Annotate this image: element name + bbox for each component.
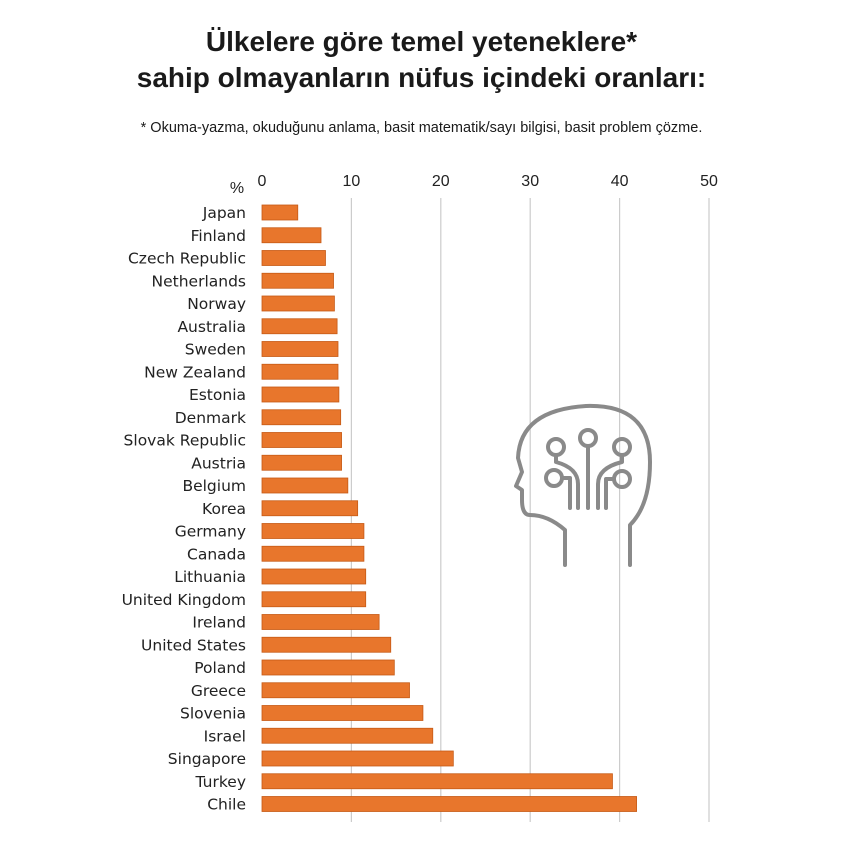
bar — [261, 773, 613, 790]
bar — [261, 250, 326, 266]
category-label: Turkey — [195, 773, 246, 791]
circuit-line — [554, 453, 580, 510]
category-label: Belgium — [182, 477, 246, 495]
unit-label: % — [230, 180, 244, 197]
bar — [261, 272, 334, 289]
x-tick-label: 0 — [258, 173, 267, 190]
category-label: Sweden — [185, 341, 246, 359]
circuit-line — [560, 476, 572, 510]
bar — [261, 386, 340, 403]
circuit-node — [612, 437, 632, 457]
category-label: Australia — [177, 318, 246, 336]
category-label: Lithuania — [174, 568, 246, 586]
category-label: Netherlands — [152, 272, 246, 290]
circuit-node — [546, 437, 566, 457]
head-outline — [514, 403, 652, 567]
x-tick-label: 10 — [343, 173, 361, 190]
category-label: United States — [141, 636, 246, 654]
bar — [261, 636, 392, 653]
bar — [261, 568, 367, 585]
category-label: Singapore — [168, 750, 246, 768]
category-label: Poland — [194, 659, 246, 677]
x-tick-label: 30 — [521, 173, 539, 190]
category-label: Israel — [204, 727, 246, 745]
category-label: Austria — [191, 454, 246, 472]
x-tick-label: 20 — [432, 173, 450, 190]
bar — [261, 682, 410, 699]
bars — [261, 204, 637, 812]
category-label: Denmark — [175, 409, 246, 427]
circuit-line — [596, 453, 624, 510]
bar — [261, 591, 367, 608]
bar — [261, 750, 454, 767]
bar — [261, 409, 342, 426]
category-label: Korea — [202, 500, 246, 518]
category-label: Estonia — [189, 386, 246, 404]
chart-title: Ülkelere göre temel yeteneklere* sahip o… — [0, 24, 843, 96]
head-circuit-icon — [514, 403, 652, 567]
x-tick-label: 40 — [611, 173, 629, 190]
category-label: Czech Republic — [128, 250, 246, 268]
category-label: New Zealand — [144, 363, 246, 381]
bar — [261, 500, 359, 517]
bar — [261, 659, 395, 676]
bar — [261, 204, 299, 221]
circuit-line — [604, 477, 616, 510]
bar — [261, 341, 339, 357]
bar — [261, 477, 349, 494]
category-labels: Japan Finland Czech Republic Netherlands Nor… — [122, 204, 246, 814]
category-label: Greece — [191, 682, 246, 700]
chart-footnote: * Okuma-yazma, okuduğunu anlama, basit m… — [140, 120, 703, 136]
bar — [261, 318, 338, 335]
bar — [261, 523, 365, 539]
bar — [261, 614, 380, 630]
circuit-node — [612, 469, 632, 489]
category-label: Norway — [187, 295, 246, 313]
category-label: Ireland — [192, 614, 246, 632]
category-label: Slovak Republic — [124, 432, 246, 450]
bar — [261, 545, 365, 562]
category-label: Germany — [175, 523, 246, 541]
category-label: Japan — [202, 204, 246, 222]
bar — [261, 454, 342, 471]
bar — [261, 227, 322, 244]
chart-title-line-1: Ülkelere göre temel yeteneklere* — [205, 26, 638, 57]
bar — [261, 796, 637, 812]
category-label: Chile — [207, 796, 246, 814]
x-tick-label: 50 — [700, 173, 718, 190]
bar — [261, 432, 342, 448]
x-axis-tick-labels: 0 10 20 30 40 50 — [258, 173, 718, 190]
bar — [261, 727, 434, 744]
category-label: Canada — [187, 545, 246, 563]
bar — [261, 705, 424, 721]
category-label: Slovenia — [180, 705, 246, 723]
circuit-node — [544, 468, 564, 488]
bar — [261, 295, 335, 312]
circuit-node — [578, 428, 598, 448]
category-label: United Kingdom — [122, 591, 246, 609]
chart-title-line-2: sahip olmayanların nüfus içindeki oranla… — [136, 62, 707, 93]
category-label: Finland — [191, 227, 246, 245]
bar — [261, 363, 339, 380]
